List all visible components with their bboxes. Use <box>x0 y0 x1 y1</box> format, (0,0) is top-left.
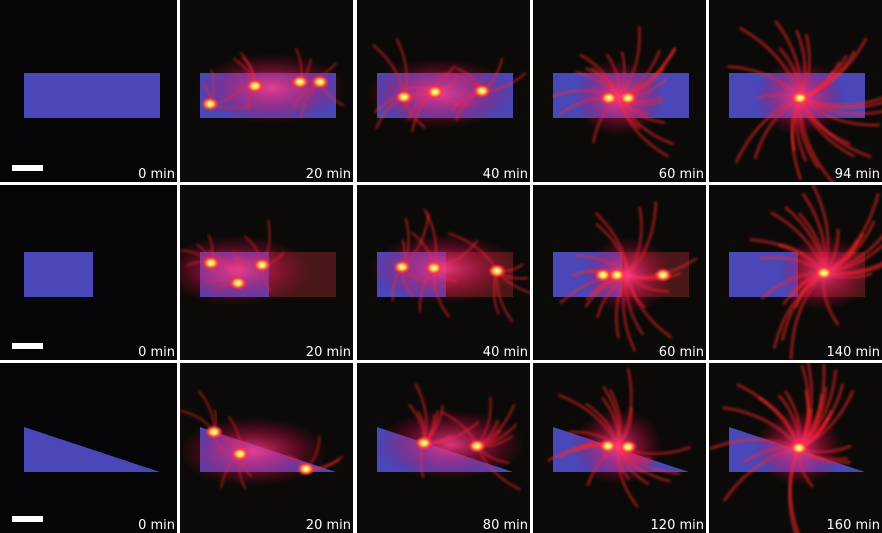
panel: 140 min <box>709 183 882 360</box>
panel: 60 min <box>533 0 706 182</box>
time-label: 120 min <box>651 518 704 533</box>
time-label: 160 min <box>827 518 880 533</box>
bright-spot <box>395 90 413 104</box>
glow <box>573 409 663 485</box>
bright-spot <box>815 266 833 280</box>
panel: 20 min <box>162 185 353 360</box>
bright-spot <box>790 441 808 455</box>
panel: 60 min <box>533 185 706 360</box>
blue-region <box>24 73 160 118</box>
panel: 0 min <box>0 0 177 182</box>
time-label: 20 min <box>306 518 351 533</box>
bright-spot <box>791 91 809 105</box>
time-label: 94 min <box>835 167 880 182</box>
time-label: 20 min <box>306 345 351 360</box>
scale-bar <box>12 165 43 171</box>
panel: 160 min <box>709 353 882 533</box>
bright-spot <box>608 268 626 282</box>
panel: 40 min <box>357 0 530 182</box>
bright-spot <box>202 256 220 270</box>
bright-spot <box>311 75 329 89</box>
panel: 20 min <box>178 363 353 533</box>
bright-spot <box>619 91 637 105</box>
bright-spot <box>468 439 486 453</box>
time-label: 20 min <box>306 167 351 182</box>
panel: 0 min <box>0 185 177 360</box>
figure: 0 min 20 min 40 min 60 min 94 min 0 min 20 min… <box>0 0 882 533</box>
bright-spot <box>246 79 264 93</box>
bright-spot <box>600 91 618 105</box>
panel: 0 min <box>0 363 177 533</box>
bright-spot <box>415 436 433 450</box>
time-label: 40 min <box>483 167 528 182</box>
bright-spot <box>201 97 219 111</box>
time-label: 60 min <box>659 345 704 360</box>
bright-spot <box>654 268 672 282</box>
glow <box>574 60 664 136</box>
panel: 94 min <box>709 0 882 186</box>
panel: 120 min <box>533 363 706 533</box>
glow <box>376 410 526 480</box>
glow <box>178 417 328 487</box>
bright-spot <box>473 84 491 98</box>
scale-bar <box>12 516 43 522</box>
bright-spot <box>599 439 617 453</box>
bright-spot <box>229 276 247 290</box>
scale-bar <box>12 343 43 349</box>
bright-spot <box>297 462 315 476</box>
panel: 80 min <box>357 363 530 533</box>
bright-spot <box>205 425 223 439</box>
bright-spot <box>426 85 444 99</box>
bright-spot <box>231 447 249 461</box>
time-label: 0 min <box>138 167 175 182</box>
glow <box>196 54 346 124</box>
bright-spot <box>393 260 411 274</box>
time-label: 0 min <box>138 345 175 360</box>
bright-spot <box>291 75 309 89</box>
panel: 40 min <box>357 185 546 360</box>
glow <box>162 235 312 305</box>
blue-region <box>24 252 93 297</box>
bright-spot <box>425 261 443 275</box>
time-label: 80 min <box>483 518 528 533</box>
time-label: 0 min <box>138 518 175 533</box>
panel: 20 min <box>180 0 353 182</box>
bright-spot <box>619 440 637 454</box>
bright-spot <box>488 264 506 278</box>
time-label: 40 min <box>483 345 528 360</box>
time-label: 140 min <box>827 345 880 360</box>
bright-spot <box>253 258 271 272</box>
time-label: 60 min <box>659 167 704 182</box>
